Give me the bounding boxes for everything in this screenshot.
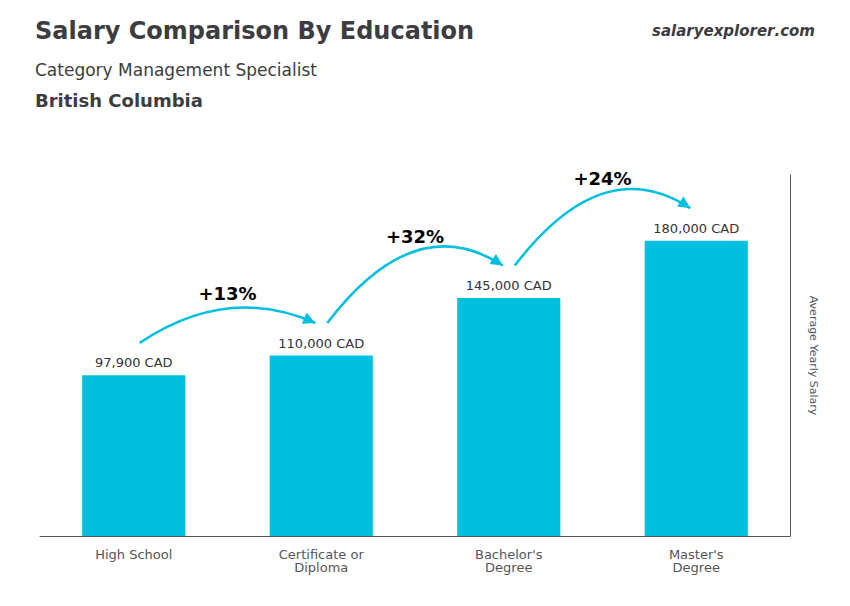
- svg-text:Certificate or: Certificate or: [278, 547, 364, 562]
- svg-text:Degree: Degree: [673, 560, 720, 575]
- svg-text:Diploma: Diploma: [294, 560, 348, 575]
- svg-text:180,000 CAD: 180,000 CAD: [653, 221, 739, 236]
- svg-text:explorer: explorer: [703, 22, 776, 40]
- svg-text:97,900 CAD: 97,900 CAD: [95, 355, 173, 370]
- svg-text:Bachelor's: Bachelor's: [475, 547, 543, 562]
- svg-text:110,000 CAD: 110,000 CAD: [278, 336, 364, 351]
- svg-text:+32%: +32%: [386, 226, 444, 247]
- svg-text:British Columbia: British Columbia: [35, 90, 203, 111]
- svg-text:High School: High School: [95, 547, 172, 562]
- svg-text:Category Management Specialist: Category Management Specialist: [35, 60, 317, 80]
- svg-text:+24%: +24%: [573, 168, 631, 189]
- svg-text:145,000 CAD: 145,000 CAD: [466, 278, 552, 293]
- svg-text:Salary Comparison By Education: Salary Comparison By Education: [35, 17, 474, 45]
- svg-text:Degree: Degree: [485, 560, 532, 575]
- svg-text:Average Yearly Salary: Average Yearly Salary: [807, 296, 820, 416]
- svg-text:.com: .com: [774, 22, 815, 40]
- svg-text:salary: salary: [652, 22, 705, 40]
- svg-text:+13%: +13%: [198, 283, 256, 304]
- svg-text:Master's: Master's: [668, 547, 724, 562]
